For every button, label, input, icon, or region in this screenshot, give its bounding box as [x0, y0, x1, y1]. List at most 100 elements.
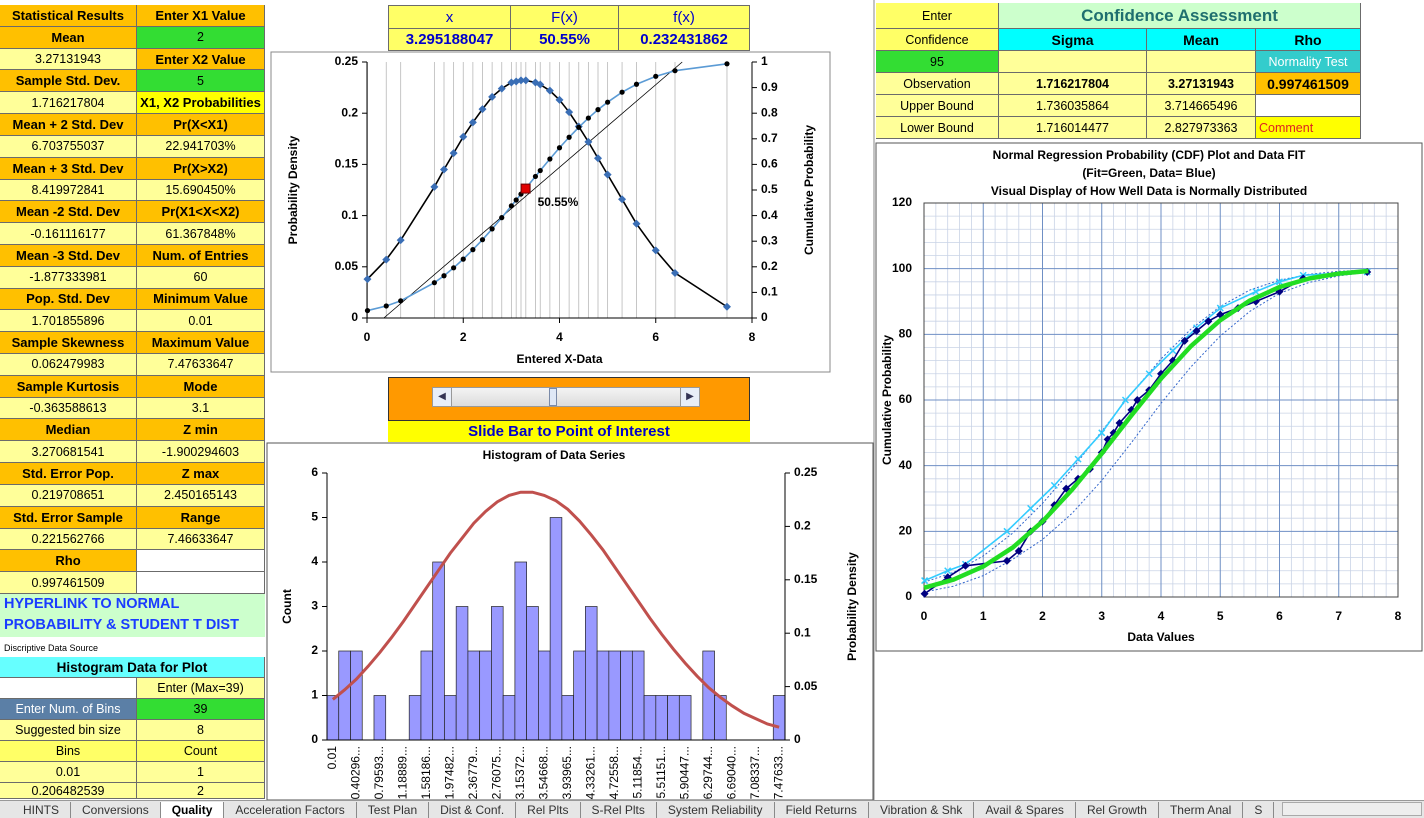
confidence-cell — [1147, 51, 1256, 73]
data-point — [618, 195, 627, 204]
scroll-left-button[interactable]: ◀ — [433, 388, 452, 406]
tick-label: 5 — [311, 510, 318, 524]
data-point — [547, 156, 553, 162]
scroll-thumb[interactable] — [549, 388, 557, 406]
tick-label: 5 — [1217, 609, 1224, 623]
stats-cell: Mode — [137, 375, 265, 398]
sheet-tab[interactable]: Therm Anal — [1159, 801, 1244, 818]
scrollbar[interactable]: ◀ ▶ — [432, 387, 700, 407]
sheet-tab[interactable]: Avail & Spares — [974, 801, 1076, 818]
bar — [585, 606, 598, 741]
data-point — [632, 219, 641, 228]
data-point — [722, 302, 731, 311]
x-tick-label: 7.08337... — [748, 746, 762, 799]
tick-label: 0.1 — [761, 285, 778, 299]
tick-label: 2 — [460, 330, 467, 344]
data-point — [508, 203, 514, 209]
data-point — [1180, 336, 1189, 345]
data-point — [468, 118, 477, 127]
stats-cell: Minimum Value — [137, 288, 265, 311]
stats-cell: 0.219708651 — [0, 484, 137, 507]
tick-label: 80 — [899, 327, 913, 341]
scroll-right-button[interactable]: ▶ — [680, 388, 699, 406]
stats-cell: 0.01 — [137, 310, 265, 333]
tick-label: 1 — [980, 609, 987, 623]
bar — [678, 695, 692, 741]
point-value: 0.232431862 — [619, 29, 750, 51]
stats-cell: 22.941703% — [137, 135, 265, 158]
sheet-tab[interactable]: Test Plan — [357, 801, 430, 818]
histogram-table-cell: 39 — [137, 699, 265, 720]
stats-cell: Pr(X<X1) — [137, 114, 265, 136]
sheet-tab-bar: HINTS Conversions Quality Acceleration Fact… — [0, 800, 1424, 818]
data-point — [585, 115, 591, 121]
point-header: F(x) — [511, 5, 619, 29]
stats-cell: Z min — [137, 419, 265, 442]
sheet-tab[interactable]: System Reliability — [657, 801, 775, 818]
data-point — [556, 145, 563, 151]
sheet-tab[interactable]: HINTS — [12, 801, 71, 818]
data-point — [440, 165, 448, 174]
bar — [526, 606, 539, 741]
point-value: 3.295188047 — [388, 29, 511, 51]
stats-cell: Median — [0, 419, 137, 442]
sheet-tab[interactable]: S — [1243, 801, 1275, 818]
tick-label: 0.2 — [341, 105, 358, 119]
stats-cell: Statistical Results — [0, 5, 137, 27]
stats-cell: Sample Skewness — [0, 332, 137, 355]
histogram-table-cell: 1 — [137, 762, 265, 783]
stats-cell: Z max — [137, 463, 265, 485]
hyperlink[interactable]: HYPERLINK TO NORMAL PROBABILITY & STUDEN… — [0, 594, 265, 637]
highlight-point — [520, 183, 531, 194]
tick-label: 0.1 — [341, 208, 358, 222]
sheet-tab[interactable]: Acceleration Factors — [224, 801, 357, 818]
data-point — [488, 92, 497, 101]
stats-cell — [137, 550, 265, 573]
data-point — [430, 182, 439, 191]
stats-cell: Mean — [0, 26, 137, 49]
tick-label: 0.4 — [761, 208, 778, 222]
bar — [373, 695, 387, 741]
sheet-tab[interactable]: Rel Growth — [1076, 801, 1159, 818]
sheet-tab[interactable]: S-Rel Plts — [581, 801, 657, 818]
histogram-table-cell: Enter Num. of Bins — [0, 699, 137, 720]
stats-cell: -1.900294603 — [137, 441, 265, 464]
bar — [608, 650, 621, 741]
histogram-table-cell: 0.206482539 — [0, 783, 137, 799]
sheet-tab[interactable]: Rel Plts — [516, 801, 581, 818]
data-point — [576, 124, 582, 130]
stats-cell: 15.690450% — [137, 179, 265, 202]
histogram-table-cell: 8 — [137, 720, 265, 741]
axis-title: Cumulative Probability — [802, 125, 816, 255]
tick-label: 0.15 — [335, 157, 359, 171]
charts-layer: 00.050.10.150.20.2500.10.20.30.40.50.60.… — [266, 0, 1423, 800]
data-point — [489, 226, 495, 232]
tick-label: 100 — [892, 261, 912, 275]
confidence-cell: 3.27131943 — [1147, 73, 1256, 95]
data-point — [724, 61, 730, 67]
tick-label: 0.2 — [794, 519, 811, 533]
stats-cell: 1.716217804 — [0, 92, 137, 115]
sheet-tab[interactable]: Quality — [160, 801, 225, 818]
stats-cell: Mean + 2 Std. Dev — [0, 114, 137, 136]
sheet-tab[interactable]: Conversions — [71, 801, 161, 818]
horizontal-scrollbar[interactable] — [1282, 802, 1422, 816]
tick-label: 3 — [1098, 609, 1105, 623]
data-point — [651, 246, 660, 255]
bar — [350, 650, 363, 741]
data-point — [1252, 288, 1260, 296]
sheet-tab[interactable]: Field Returns — [775, 801, 869, 818]
tick-label: 0 — [794, 732, 801, 746]
tick-label: 8 — [1395, 609, 1402, 623]
data-point — [479, 237, 486, 243]
chart-title: Histogram of Data Series — [483, 448, 626, 462]
chart-title: (Fit=Green, Data= Blue) — [1082, 166, 1215, 180]
bar — [702, 650, 715, 741]
bar — [455, 606, 469, 741]
sheet-tab[interactable]: Dist & Conf. — [429, 801, 517, 818]
sheet-tab[interactable]: Vibration & Shk — [869, 801, 975, 818]
bar — [573, 650, 586, 741]
data-point — [497, 84, 506, 93]
tick-label: 1 — [311, 688, 318, 702]
